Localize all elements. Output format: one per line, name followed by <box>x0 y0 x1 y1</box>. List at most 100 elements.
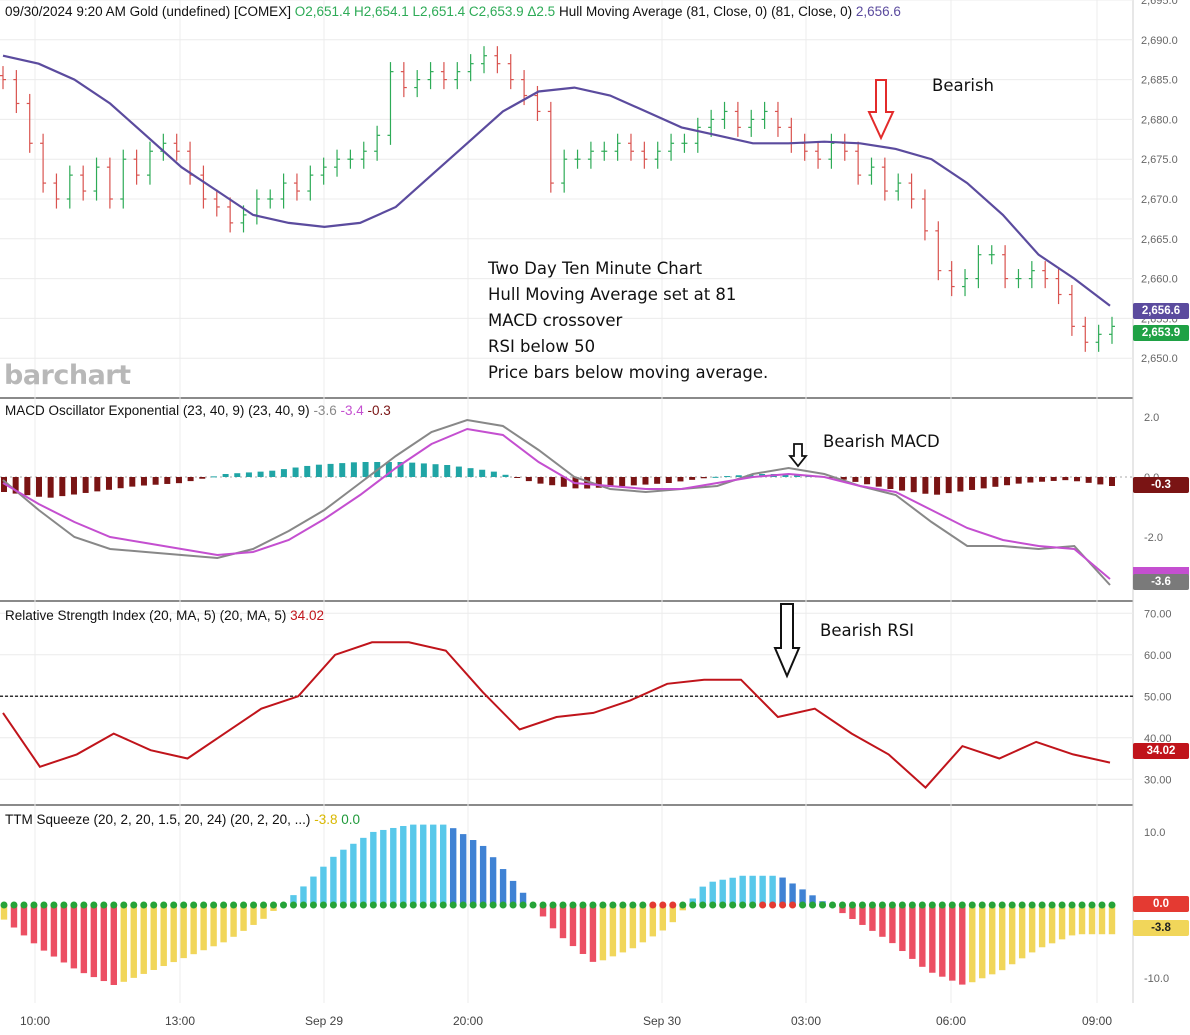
y-tick-label: 2,660.0 <box>1141 274 1178 286</box>
ttm-squeeze-dot <box>549 901 557 909</box>
ttm-momentum-bar <box>569 905 577 947</box>
bearish-rsi-annotation: Bearish RSI <box>820 621 915 640</box>
ttm-squeeze-dot <box>819 901 827 909</box>
ttm-squeeze-dot <box>599 901 607 909</box>
ttm-squeeze-dot <box>100 901 108 909</box>
ttm-squeeze-dot <box>369 901 377 909</box>
ttm-squeeze-dot <box>789 901 797 909</box>
y-tick-label: 2,685.0 <box>1141 75 1178 87</box>
ttm-squeeze-dot <box>1108 901 1116 909</box>
ttm-squeeze-dot <box>509 901 517 909</box>
ttm-squeeze-dot <box>669 901 677 909</box>
ttm-momentum-bar <box>899 905 906 952</box>
ttm-squeeze-dot <box>359 901 367 909</box>
rsi-tag: 34.02 <box>1133 743 1189 759</box>
macd-histogram-bar <box>222 474 229 477</box>
ttm-squeeze-dot <box>729 901 737 909</box>
ttm-squeeze-dot <box>1068 901 1076 909</box>
ttm-momentum-bar <box>909 905 916 959</box>
ttm-squeeze-dot <box>439 901 447 909</box>
ttm-momentum-bar <box>459 834 467 905</box>
ttm-squeeze-dot <box>230 901 238 909</box>
macd-histogram-bar <box>315 464 322 477</box>
macd-histogram-bar <box>175 477 182 484</box>
macd-signal-tag <box>1133 567 1189 575</box>
ttm-momentum-bar <box>1008 905 1016 965</box>
ttm-momentum-bar <box>779 877 786 905</box>
ttm-momentum-bar <box>759 875 766 905</box>
ttm-momentum-bar <box>120 905 127 982</box>
ttm-momentum-bar <box>410 824 417 905</box>
y-tick-label: 2,680.0 <box>1141 114 1178 126</box>
ttm-squeeze-dot <box>429 901 437 909</box>
ttm-squeeze-dot <box>868 901 876 909</box>
ttm-squeeze-dot <box>299 901 307 909</box>
ttm-momentum-bar <box>1018 905 1026 959</box>
macd-histogram-bar <box>957 477 964 492</box>
ttm-squeeze-dot <box>170 901 178 909</box>
y-tick-label: 2,675.0 <box>1141 154 1178 166</box>
ttm-momentum-bar <box>1108 905 1116 935</box>
ttm-momentum-bar <box>1078 905 1086 935</box>
x-tick-label: Sep 29 <box>305 1014 343 1028</box>
macd-histogram-bar <box>35 477 42 497</box>
macd-histogram-bar <box>992 477 999 487</box>
ttm-squeeze-dot <box>878 901 886 909</box>
macd-legend: MACD Oscillator Exponential (23, 40, 9) … <box>5 403 391 418</box>
ttm-squeeze-dot <box>978 901 986 909</box>
macd-histogram-bar <box>782 474 789 477</box>
macd-histogram-bar <box>700 477 707 479</box>
ttm-momentum-bar <box>1028 905 1036 953</box>
ttm-squeeze-dot <box>609 901 617 909</box>
ttm-squeeze-dot <box>399 901 407 909</box>
macd-line-tag: -3.6 <box>1133 574 1189 590</box>
ttm-squeeze-dot <box>938 901 946 909</box>
ttm-momentum-bar <box>709 881 716 905</box>
ttm-squeeze-dot <box>848 901 856 909</box>
ttm-momentum-bar <box>749 875 756 905</box>
ttm-squeeze-dot <box>240 901 248 909</box>
ttm-value-tag: -3.8 <box>1133 920 1189 936</box>
ttm-momentum-bar <box>539 905 547 917</box>
ttm-momentum-bar <box>489 857 497 905</box>
macd-hist-tag: -0.3 <box>1133 477 1189 493</box>
y-tick-label: 70.00 <box>1144 608 1172 620</box>
macd-histogram-bar <box>82 477 89 493</box>
y-tick-label: 2,695.0 <box>1141 0 1178 7</box>
macd-histogram-bar <box>47 477 54 498</box>
ttm-momentum-bar <box>739 875 746 905</box>
ttm-momentum-bar <box>889 905 896 944</box>
ttm-squeeze-dot <box>469 901 477 909</box>
macd-histogram-bar <box>1085 477 1092 483</box>
ttm-momentum-bar <box>449 828 457 905</box>
ttm-legend: TTM Squeeze (20, 2, 20, 1.5, 20, 24) (20… <box>5 812 361 827</box>
ttm-squeeze-dot <box>958 901 966 909</box>
ttm-momentum-bar <box>180 905 187 959</box>
macd-histogram-bar <box>420 463 427 477</box>
ttm-momentum-bar <box>1058 905 1066 940</box>
ttm-momentum-bar <box>629 905 637 949</box>
x-tick-label: 03:00 <box>791 1014 821 1028</box>
macd-histogram-bar <box>292 467 299 477</box>
ttm-momentum-bar <box>310 876 317 905</box>
macd-histogram-bar <box>339 463 346 477</box>
ttm-momentum-bar <box>769 875 776 905</box>
macd-histogram-bar <box>1004 477 1011 486</box>
ttm-squeeze-dot <box>519 901 527 909</box>
ttm-squeeze-dot <box>0 901 8 909</box>
ttm-momentum-bar <box>70 905 78 969</box>
ttm-momentum-bar <box>619 905 627 953</box>
hull-moving-average-line <box>2 54 1111 307</box>
ttm-squeeze-dot <box>130 901 138 909</box>
macd-histogram-bar <box>94 477 101 492</box>
ttm-squeeze-dot <box>459 901 467 909</box>
macd-histogram-bar <box>467 468 474 477</box>
bearish-annotation: Bearish <box>932 76 995 95</box>
ttm-momentum-bar <box>969 905 976 983</box>
x-tick-label: 20:00 <box>453 1014 483 1028</box>
ttm-squeeze-dot <box>838 901 846 909</box>
ttm-momentum-bar <box>160 905 167 967</box>
ttm-squeeze-dot <box>289 901 297 909</box>
ttm-squeeze-dot <box>539 901 547 909</box>
